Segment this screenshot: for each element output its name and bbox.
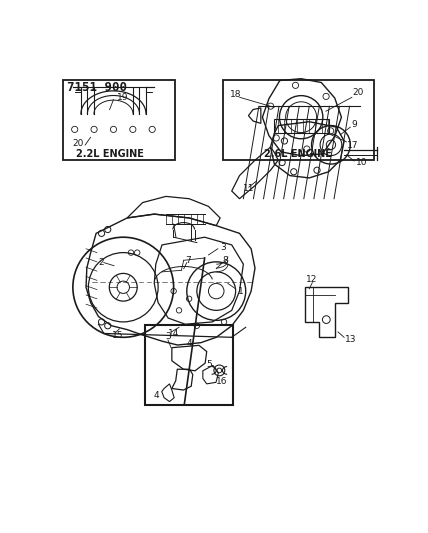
Text: 20: 20 bbox=[352, 88, 363, 97]
Bar bbox=[145, 325, 232, 405]
Text: 5: 5 bbox=[207, 360, 212, 369]
Text: 7: 7 bbox=[185, 256, 191, 265]
Text: 14: 14 bbox=[168, 329, 180, 338]
Text: 11: 11 bbox=[244, 184, 255, 193]
Text: 16: 16 bbox=[215, 377, 227, 386]
Text: 3: 3 bbox=[165, 332, 171, 341]
Text: 19: 19 bbox=[117, 93, 129, 102]
Text: 2: 2 bbox=[98, 258, 104, 267]
Text: 10: 10 bbox=[356, 158, 367, 167]
Text: 13: 13 bbox=[345, 335, 357, 344]
Text: 4: 4 bbox=[187, 340, 192, 349]
Text: 12: 12 bbox=[306, 275, 318, 284]
Text: 7151 900: 7151 900 bbox=[68, 81, 128, 94]
Text: 2.6L ENGINE: 2.6L ENGINE bbox=[264, 149, 332, 159]
Text: 17: 17 bbox=[346, 141, 358, 149]
Bar bbox=[274, 119, 329, 133]
Bar bbox=[223, 80, 374, 160]
Text: 4: 4 bbox=[154, 391, 160, 400]
Text: 1: 1 bbox=[238, 287, 244, 296]
Text: 15: 15 bbox=[112, 332, 123, 340]
Text: 9: 9 bbox=[352, 119, 358, 128]
Text: 3: 3 bbox=[220, 243, 226, 252]
Bar bbox=[63, 80, 175, 160]
Text: 18: 18 bbox=[230, 90, 242, 99]
Text: 2.2L ENGINE: 2.2L ENGINE bbox=[76, 149, 144, 159]
Text: 8: 8 bbox=[223, 256, 228, 265]
Text: 20: 20 bbox=[73, 139, 84, 148]
